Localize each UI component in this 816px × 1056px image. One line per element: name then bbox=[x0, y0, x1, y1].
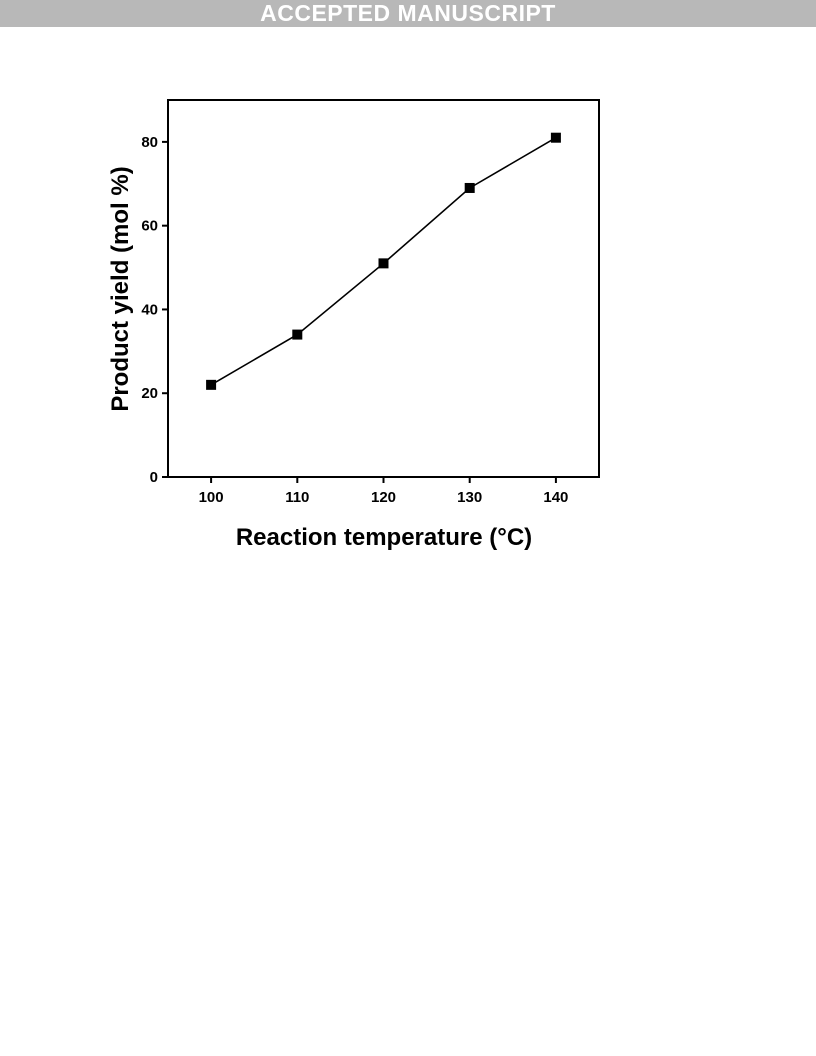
y-axis-ticks: 0 20 40 60 80 bbox=[141, 134, 168, 486]
y-tick-label: 40 bbox=[141, 301, 158, 318]
x-tick-label: 120 bbox=[371, 489, 396, 506]
data-point-marker bbox=[292, 329, 303, 340]
y-tick-label: 0 bbox=[150, 469, 158, 486]
y-tick-label: 20 bbox=[141, 385, 158, 402]
manuscript-banner: ACCEPTED MANUSCRIPT bbox=[0, 0, 816, 27]
line-chart: 0 20 40 60 80 100 110 120 130 140 Reaction tempe… bbox=[107, 99, 600, 551]
plot-area-frame bbox=[167, 99, 600, 478]
y-axis-label: Product yield (mol %) bbox=[107, 166, 134, 411]
figure: 0 20 40 60 80 100 110 120 130 140 Reaction tempe… bbox=[96, 96, 604, 552]
x-axis-ticks: 100 110 120 130 140 bbox=[199, 477, 568, 506]
x-tick-label: 140 bbox=[543, 489, 568, 506]
series-markers bbox=[206, 132, 561, 390]
x-tick-label: 110 bbox=[285, 489, 309, 506]
x-axis-label: Reaction temperature (°C) bbox=[236, 524, 532, 551]
y-tick-label: 60 bbox=[141, 218, 158, 235]
y-tick-label: 80 bbox=[141, 134, 158, 151]
data-point-marker bbox=[206, 379, 217, 390]
x-tick-label: 100 bbox=[199, 489, 224, 506]
x-tick-label: 130 bbox=[457, 489, 482, 506]
banner-text: ACCEPTED MANUSCRIPT bbox=[260, 0, 556, 26]
data-point-marker bbox=[550, 132, 561, 143]
data-point-marker bbox=[464, 182, 475, 193]
data-point-marker bbox=[378, 258, 389, 269]
